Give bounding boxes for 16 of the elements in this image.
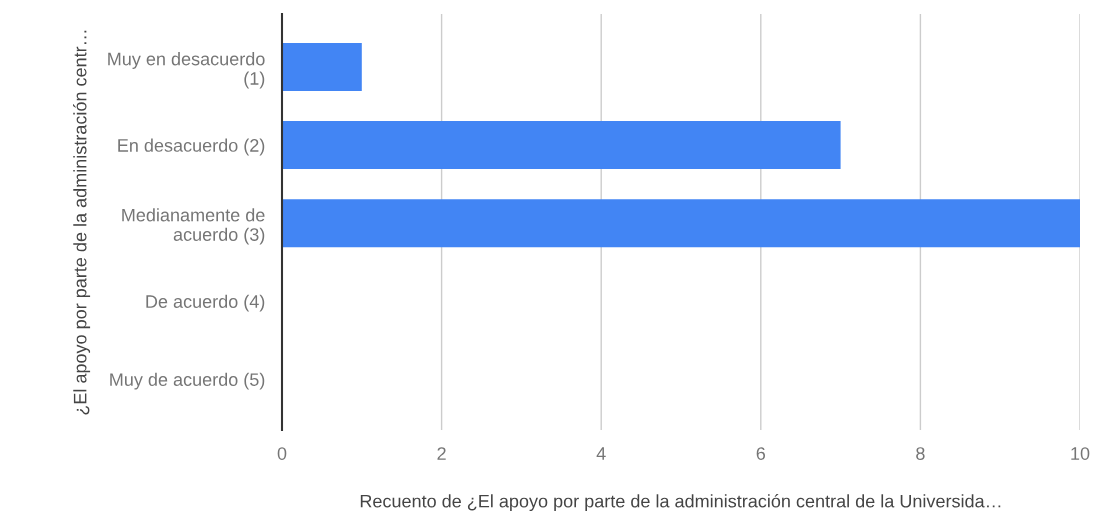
bar xyxy=(282,199,1080,248)
bar xyxy=(282,43,362,92)
y-tick-label: Muy en desacuerdo (1) xyxy=(108,52,265,89)
x-axis-title: Recuento de ¿El apoyo por parte de la administración central de la Universida… xyxy=(360,494,1001,512)
y-tick-label: En desacuerdo (2) xyxy=(118,138,265,156)
x-tick-label: 0 xyxy=(277,447,287,460)
x-tick-label: 10 xyxy=(1071,447,1090,460)
y-tick-label: De acuerdo (4) xyxy=(146,294,265,312)
x-tick-label: 2 xyxy=(437,447,446,460)
x-tick-label: 8 xyxy=(916,447,925,460)
x-tick-label: 4 xyxy=(596,447,606,460)
x-tick-label: 6 xyxy=(756,447,766,460)
y-tick-label: Muy de acuerdo (5) xyxy=(110,372,265,390)
y-tick-label: Medianamente de acuerdo (3) xyxy=(122,208,265,245)
bar xyxy=(282,121,841,170)
y-axis-title: ¿El apoyo por parte de la administración centr… xyxy=(73,30,91,415)
